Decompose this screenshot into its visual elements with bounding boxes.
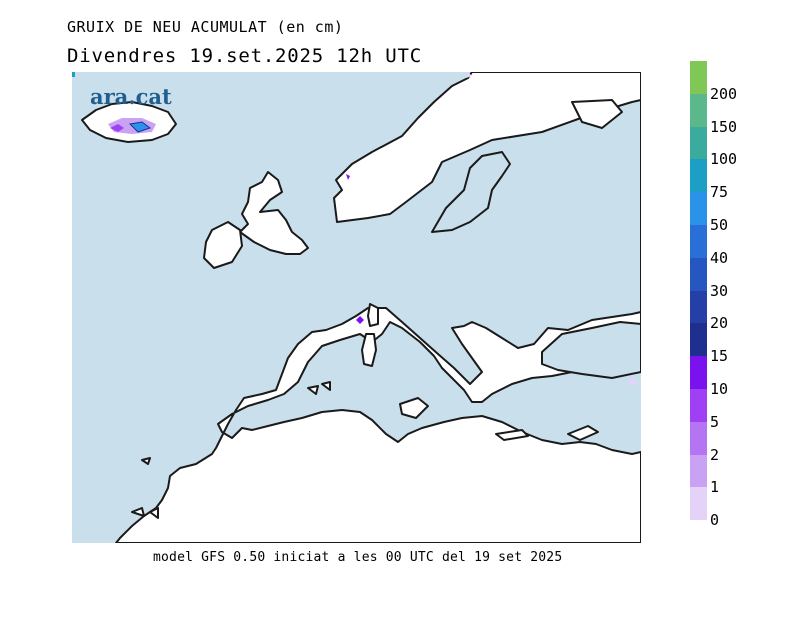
map-title: GRUIX DE NEU ACUMULAT (en cm) — [67, 18, 344, 36]
map-subtitle: Divendres 19.set.2025 12h UTC — [67, 45, 422, 67]
legend-label-200: 200 — [710, 84, 738, 103]
legend-label-1: 1 — [710, 478, 720, 497]
crete — [495, 429, 529, 441]
legend-swatch-1 — [690, 454, 707, 488]
snow-north — [466, 72, 472, 78]
snow-cells — [108, 72, 638, 386]
legend-label-40: 40 — [710, 248, 729, 267]
legend-swatch-2 — [690, 421, 707, 455]
legend-swatch-150 — [690, 93, 707, 127]
legend-swatch-200 — [690, 61, 707, 94]
ireland — [203, 221, 243, 269]
canary-2 — [149, 507, 159, 519]
model-caption: model GFS 0.50 iniciat a les 00 UTC del … — [153, 550, 563, 565]
corsica — [367, 303, 379, 327]
snow-iceland-medium — [110, 124, 124, 132]
balearic-2 — [321, 381, 331, 391]
legend-swatch-0 — [690, 487, 707, 521]
madeira — [141, 457, 151, 465]
black-sea — [541, 321, 641, 379]
legend-swatch-15 — [690, 323, 707, 357]
sardinia — [361, 333, 377, 367]
legend-swatch-40 — [690, 224, 707, 258]
seas — [431, 151, 641, 379]
legend-label-5: 5 — [710, 412, 720, 431]
canary-1 — [131, 507, 145, 517]
legend-label-150: 150 — [710, 117, 738, 136]
legend-label-100: 100 — [710, 150, 738, 169]
legend-label-10: 10 — [710, 380, 729, 398]
svalbard-top — [571, 99, 623, 129]
legend-swatch-10 — [690, 356, 707, 389]
map-corner-marker — [72, 72, 75, 77]
snow-turkey — [628, 378, 638, 386]
legend-swatch-5 — [690, 388, 707, 422]
snow-norway — [346, 174, 350, 180]
aracat-logo: ara.cat — [90, 84, 172, 109]
legend-swatch-30 — [690, 257, 707, 291]
legend-swatch-75 — [690, 159, 707, 193]
islands — [81, 99, 623, 519]
legend-label-75: 75 — [710, 183, 729, 202]
cyprus — [567, 425, 599, 441]
legend-swatch-20 — [690, 290, 707, 324]
legend-label-30: 30 — [710, 281, 729, 300]
legend-label-50: 50 — [710, 216, 729, 234]
snow-alps — [356, 316, 364, 324]
legend-label-0: 0 — [710, 511, 720, 530]
color-legend — [690, 61, 708, 521]
legend-swatch-50 — [690, 192, 707, 225]
legend-label-20: 20 — [710, 314, 729, 333]
europe-map: ara.cat — [72, 72, 641, 543]
legend-label-15: 15 — [710, 347, 729, 366]
snow-iceland-deep — [128, 121, 152, 133]
sicily — [399, 397, 429, 419]
legend-swatch-100 — [690, 126, 707, 160]
balearic-1 — [307, 385, 319, 395]
baltic-sea — [431, 151, 511, 233]
legend-label-2: 2 — [710, 445, 720, 464]
